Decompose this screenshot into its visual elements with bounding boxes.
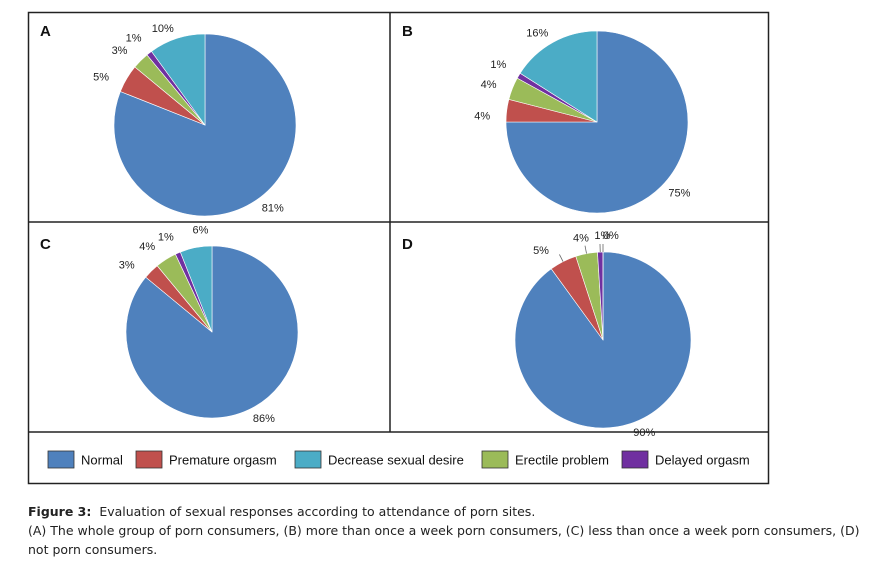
value-label: 81%	[262, 202, 284, 214]
value-label: 3%	[112, 45, 128, 57]
value-label: 4%	[481, 79, 497, 91]
legend-label: Normal	[81, 452, 123, 467]
pie-slice	[125, 245, 299, 419]
legend-label: Delayed orgasm	[655, 452, 750, 467]
value-label: 1%	[158, 231, 174, 243]
caption: Figure 3: Evaluation of sexual responses…	[28, 502, 883, 559]
caption-title: Evaluation of sexual responses according…	[99, 504, 536, 519]
panel-label: C	[40, 236, 51, 253]
value-label: 90%	[633, 427, 655, 439]
value-label: 5%	[93, 71, 109, 83]
pie-slice	[179, 245, 213, 333]
value-label: 0%	[603, 230, 619, 242]
value-label: 4%	[139, 241, 155, 253]
legend-label: Premature orgasm	[169, 452, 277, 467]
legend-swatch	[135, 450, 163, 469]
legend-swatch	[47, 450, 75, 469]
value-label: 1%	[490, 59, 506, 71]
value-label: 6%	[192, 225, 208, 237]
leader-line	[559, 254, 564, 262]
value-label: 86%	[253, 413, 275, 425]
legend-swatch	[621, 450, 649, 469]
pie-slice	[151, 33, 206, 126]
value-label: 1%	[126, 33, 142, 45]
figure: A81%5%3%1%10% B75%4%4%1%16%C86%3%4%1%6%D9…	[27, 11, 770, 485]
figure-border	[27, 11, 770, 485]
leader-line	[584, 245, 587, 254]
legend-swatch	[294, 450, 322, 469]
caption-label: Figure 3:	[28, 504, 92, 519]
value-label: 3%	[119, 259, 135, 271]
pie-slice	[519, 30, 598, 123]
legend-swatch	[481, 450, 509, 469]
panel-label: D	[402, 236, 413, 253]
value-label: 1%	[594, 230, 610, 242]
caption-text: (A) The whole group of porn consumers, (…	[28, 523, 860, 557]
legend-label: Erectile problem	[515, 452, 609, 467]
value-label: 4%	[474, 110, 490, 122]
value-label: 75%	[668, 187, 690, 199]
legend-label: Decrease sexual desire	[328, 452, 464, 467]
panel-label: A	[40, 23, 51, 40]
value-label: 16%	[526, 27, 548, 39]
value-label: 10%	[152, 23, 174, 35]
value-label: 4%	[573, 232, 589, 244]
value-label: 5%	[533, 245, 549, 257]
panel-label: B	[402, 23, 413, 40]
